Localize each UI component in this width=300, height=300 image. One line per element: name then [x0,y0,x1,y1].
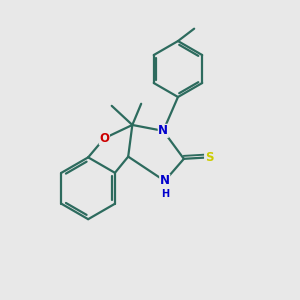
Text: O: O [99,132,110,145]
Text: N: N [160,174,170,188]
Text: S: S [205,151,213,164]
Text: N: N [158,124,168,137]
Text: H: H [161,189,169,199]
